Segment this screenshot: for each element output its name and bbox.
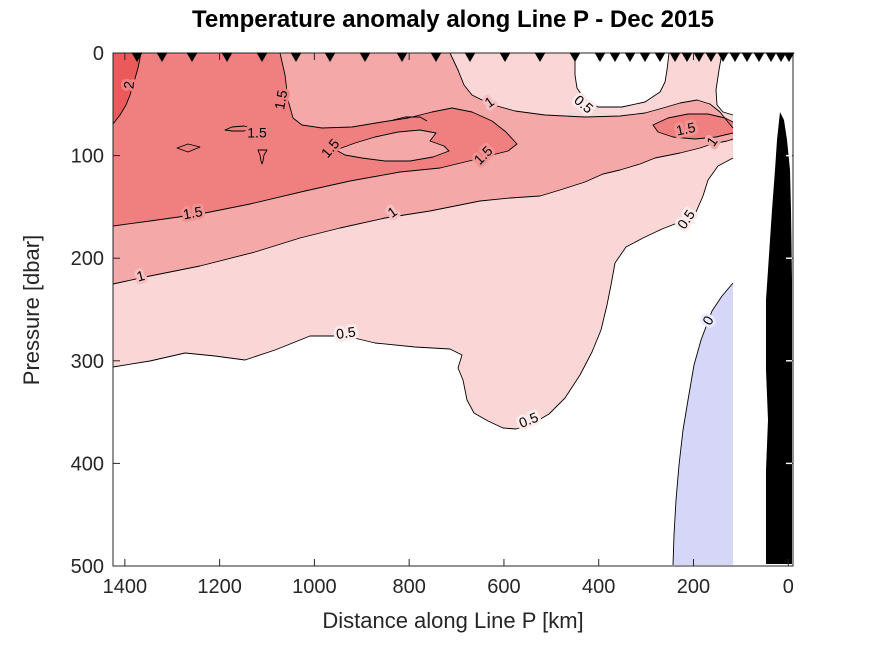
station-marker [783, 52, 795, 62]
contour-line-1.5 [224, 125, 253, 132]
station-marker [639, 52, 651, 62]
contour-label: 1.5 [247, 125, 267, 141]
station-marker [499, 52, 511, 62]
contour-line-1.5 [112, 52, 518, 227]
station-marker [221, 52, 233, 62]
x-tick-label: 200 [677, 576, 710, 598]
contour-line-1 [449, 52, 734, 129]
station-marker [156, 52, 168, 62]
contour-line-0.5 [574, 52, 670, 108]
station-marker [131, 52, 143, 62]
contour-line-0 [672, 282, 734, 566]
contour-line-0.5 [715, 52, 734, 116]
station-marker [681, 52, 693, 62]
contour-label: 1.5 [182, 203, 204, 222]
contour-label: 2 [120, 80, 137, 89]
station-marker [324, 52, 336, 62]
station-marker [705, 52, 717, 62]
station-marker [569, 52, 581, 62]
contour-line-1.5 [652, 113, 734, 140]
contour-line-1.5 [176, 143, 201, 153]
station-marker [430, 52, 442, 62]
y-axis-label: Pressure [dbar] [19, 234, 44, 386]
station-marker [741, 52, 753, 62]
station-marker [186, 52, 198, 62]
station-marker [654, 52, 666, 62]
contour-line-2 [112, 52, 142, 125]
station-marker [464, 52, 476, 62]
x-tick-label: 0 [783, 576, 794, 598]
station-marker [609, 52, 621, 62]
station-marker [594, 52, 606, 62]
y-tick-label: 200 [71, 248, 104, 270]
x-tick-label: 400 [582, 576, 615, 598]
band-1.5-to-2 [113, 53, 517, 226]
contour-line-1.5 [335, 129, 450, 162]
x-tick-label: 1200 [197, 576, 242, 598]
x-tick-label: 1000 [292, 576, 337, 598]
station-marker [669, 52, 681, 62]
y-tick-label: 0 [93, 43, 104, 65]
station-marker [359, 52, 371, 62]
contour-line-1.5 [392, 116, 428, 122]
station-marker [290, 52, 302, 62]
station-marker [396, 52, 408, 62]
station-marker [765, 52, 777, 62]
station-marker [717, 52, 729, 62]
x-axis-label: Distance along Line P [km] [322, 608, 584, 633]
x-tick-label: 1400 [103, 576, 148, 598]
contour-line-0.5 [112, 157, 734, 430]
station-marker [624, 52, 636, 62]
contour-label: 0.5 [335, 323, 357, 342]
band-coastal-1.5-to-2 [653, 114, 733, 139]
station-marker [534, 52, 546, 62]
station-marker [775, 52, 787, 62]
y-tick-label: 100 [71, 146, 104, 168]
band-hole-1-to-1.5 [336, 130, 449, 161]
contour-line-1.5 [257, 149, 268, 165]
x-tick-label: 600 [487, 576, 520, 598]
y-tick-label: 500 [71, 556, 104, 578]
x-tick-label: 800 [392, 576, 425, 598]
band-above-2 [113, 53, 141, 124]
band-below-0 [673, 283, 733, 565]
station-marker [753, 52, 765, 62]
plot-title: Temperature anomaly along Line P - Dec 2… [192, 6, 714, 33]
y-tick-label: 300 [71, 351, 104, 373]
bathymetry-region [766, 112, 792, 564]
station-marker [256, 52, 268, 62]
contour-label: 1.5 [271, 89, 290, 111]
station-marker [729, 52, 741, 62]
station-marker [693, 52, 705, 62]
contour-line-1 [112, 138, 734, 285]
y-tick-label: 400 [71, 453, 104, 475]
axis-box [112, 52, 794, 567]
